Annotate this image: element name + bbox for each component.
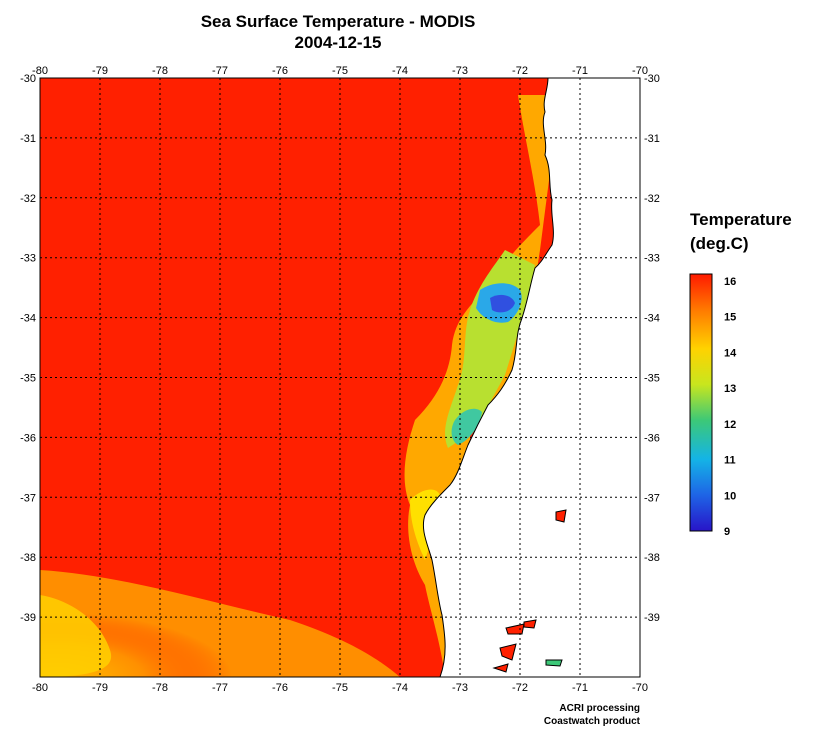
lat-tick-left: -35 [20, 373, 36, 385]
lon-tick-top: -70 [632, 65, 648, 77]
lon-tick-bottom: -80 [32, 682, 48, 694]
lon-tick-bottom: -72 [512, 682, 528, 694]
map-date: 2004-12-15 [294, 33, 382, 52]
colorbar-label: 9 [724, 526, 730, 538]
lat-tick-right: -34 [644, 313, 660, 325]
colorbar-label: 11 [724, 455, 736, 467]
island-1 [555, 509, 567, 523]
tick-labels: -80 -80 -79 -79 -78 -78 -77 -77 -76 -76 -75 -75 -74 -… [20, 65, 660, 694]
colorbar-label: 12 [724, 419, 736, 431]
lon-tick-top: -72 [512, 65, 528, 77]
colorbar-label: 13 [724, 383, 736, 395]
lon-tick-top: -76 [272, 65, 288, 77]
lat-tick-right: -36 [644, 432, 660, 444]
lon-tick-bottom: -70 [632, 682, 648, 694]
lat-tick-left: -34 [20, 313, 36, 325]
island-4 [545, 659, 563, 667]
lon-tick-top: -71 [572, 65, 588, 77]
lat-tick-right: -38 [644, 552, 660, 564]
lat-tick-left: -30 [20, 73, 36, 85]
lon-tick-bottom: -76 [272, 682, 288, 694]
lon-tick-bottom: -75 [332, 682, 348, 694]
lat-tick-left: -32 [20, 193, 36, 205]
colorbar-unit: (deg.C) [690, 234, 749, 253]
lat-tick-right: -30 [644, 73, 660, 85]
southwest-yellow-patch [40, 595, 112, 677]
upwelling-green-south [451, 408, 482, 445]
gridlines [40, 78, 640, 677]
lon-tick-top: -77 [212, 65, 228, 77]
island-6 [523, 619, 537, 629]
lat-tick-right: -37 [644, 492, 660, 504]
colorbar-labels: 16 15 14 13 12 11 10 9 [724, 276, 737, 538]
upwelling-deep-blue [490, 294, 515, 313]
credit-product: Coastwatch product [543, 716, 640, 727]
island-3 [499, 643, 517, 661]
lon-tick-bottom: -78 [152, 682, 168, 694]
lat-tick-right: -35 [644, 373, 660, 385]
lat-tick-left: -31 [20, 133, 36, 145]
lon-tick-bottom: -77 [212, 682, 228, 694]
lon-tick-top: -74 [392, 65, 408, 77]
island-2 [505, 623, 525, 635]
colorbar [689, 273, 713, 532]
lat-tick-left: -36 [20, 432, 36, 444]
lat-tick-right: -31 [644, 133, 660, 145]
lat-tick-left: -38 [20, 552, 36, 564]
lon-tick-bottom: -74 [392, 682, 408, 694]
lon-tick-top: -79 [92, 65, 108, 77]
island-5 [492, 663, 509, 673]
lat-tick-right: -33 [644, 253, 660, 265]
lat-tick-right: -32 [644, 193, 660, 205]
lon-tick-bottom: -73 [452, 682, 468, 694]
lon-tick-bottom: -79 [92, 682, 108, 694]
lat-tick-left: -37 [20, 492, 36, 504]
lon-tick-top: -80 [32, 65, 48, 77]
lon-tick-top: -78 [152, 65, 168, 77]
lon-tick-bottom: -71 [572, 682, 588, 694]
colorbar-label: 15 [724, 312, 736, 324]
lon-tick-top: -75 [332, 65, 348, 77]
colorbar-label: 10 [724, 490, 736, 502]
colorbar-title: Temperature [690, 210, 792, 229]
map-title: Sea Surface Temperature - MODIS [200, 12, 476, 31]
colorbar-label: 14 [724, 347, 737, 359]
map-frame [39, 77, 641, 678]
lat-tick-left: -33 [20, 253, 36, 265]
lon-tick-top: -73 [452, 65, 468, 77]
credit-processing: ACRI processing [559, 703, 640, 714]
lat-tick-left: -39 [20, 612, 36, 624]
colorbar-label: 16 [724, 276, 736, 288]
lat-tick-right: -39 [644, 612, 660, 624]
